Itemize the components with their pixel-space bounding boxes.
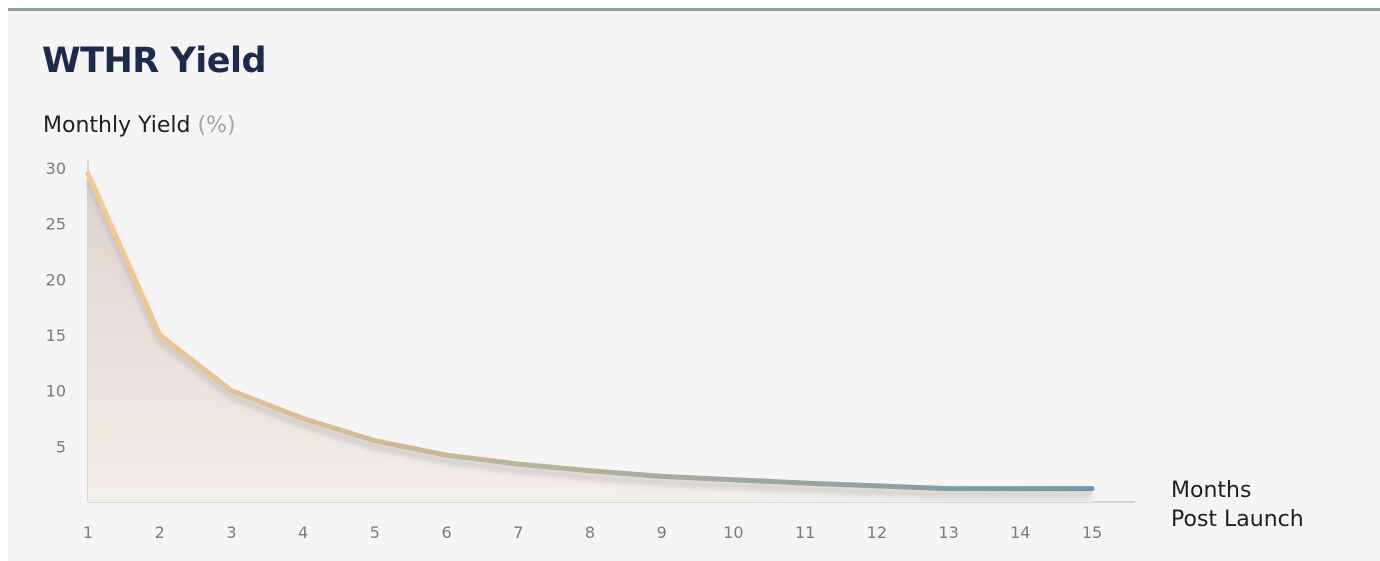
x-tick-label: 11 [795,523,815,542]
x-tick-label: 13 [938,523,958,542]
x-axis-label-line2: Post Launch [1171,507,1304,532]
x-tick-label: 8 [585,523,595,542]
y-tick-label: 5 [56,437,66,456]
y-tick-label: 15 [46,326,66,345]
yield-line-shadow [85,178,1092,498]
x-tick-label: 5 [370,523,380,542]
x-tick-label: 1 [83,523,93,542]
x-axis-label-line1: Months [1171,478,1252,503]
x-tick-label: 3 [226,523,236,542]
yield-line [85,171,1095,492]
x-axis-label: Months Post Launch [1171,476,1304,534]
y-axis-label-unit: (%) [197,113,236,138]
y-tick-label: 10 [46,382,66,401]
y-tick-label: 25 [46,215,66,234]
x-tick-label: 6 [441,523,451,542]
y-axis-label-text: Monthly Yield [43,113,191,138]
y-tick-label: 20 [46,270,66,289]
y-tick-label: 30 [46,159,66,178]
x-tick-label: 7 [513,523,523,542]
x-tick-label: 4 [298,523,308,542]
x-tick-label: 2 [155,523,165,542]
yield-area-fill [88,173,1092,502]
x-tick-label: 14 [1010,523,1030,542]
chart-title: WTHR Yield [42,41,267,81]
y-axis-label: Monthly Yield (%) [43,113,236,138]
x-tick-label: 12 [867,523,887,542]
x-tick-label: 9 [657,523,667,542]
x-tick-label: 10 [723,523,743,542]
x-tick-label: 15 [1082,523,1102,542]
